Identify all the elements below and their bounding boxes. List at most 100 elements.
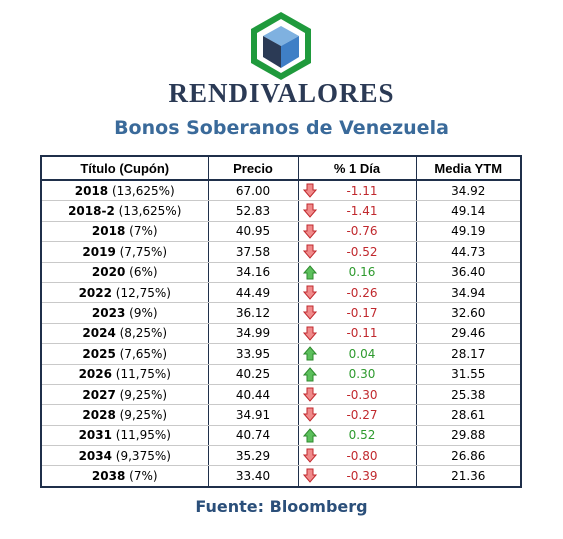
bond-year: 2031 <box>78 428 112 443</box>
daily-change-value: -1.41 <box>346 204 378 219</box>
price-cell: 67.00 <box>208 180 299 202</box>
bond-coupon: (7,65%) <box>119 346 168 361</box>
table-row: 2024 (8,25%) 34.99 -0.11 29.46 <box>41 323 521 345</box>
bond-year: 2018 <box>91 224 126 239</box>
price-cell: 36.12 <box>208 302 299 324</box>
bond-year: 2027 <box>82 387 116 402</box>
bond-title-cell: 2018 (7%) <box>41 221 209 243</box>
bond-title-cell: 2022 (12,75%) <box>41 282 209 304</box>
arrow-down-icon <box>302 183 317 198</box>
daily-change-cell: 0.52 <box>298 425 417 447</box>
price-cell: 33.95 <box>208 343 299 365</box>
bond-coupon: (6%) <box>129 265 158 280</box>
ytm-cell: 25.38 <box>416 384 521 406</box>
table-row: 2028 (9,25%) 34.91 -0.27 28.61 <box>41 404 521 426</box>
price-cell: 35.29 <box>208 445 299 467</box>
table-row: 2025 (7,65%) 33.95 0.04 28.17 <box>41 343 521 365</box>
ytm-cell: 44.73 <box>416 241 521 263</box>
bond-year: 2025 <box>82 346 116 361</box>
arrow-down-icon <box>302 305 317 321</box>
table-header-row: Título (Cupón) Precio % 1 Día Media YTM <box>41 156 521 181</box>
bonds-table: Título (Cupón) Precio % 1 Día Media YTM … <box>40 155 522 488</box>
daily-change-value: 0.52 <box>348 428 376 443</box>
bond-year: 2026 <box>78 367 112 382</box>
bond-title-cell: 2038 (7%) <box>41 465 209 487</box>
price-cell: 37.58 <box>208 241 299 263</box>
price-cell: 52.83 <box>208 200 299 222</box>
price-cell: 40.44 <box>208 384 299 406</box>
daily-change-value: -0.52 <box>346 244 378 259</box>
ytm-cell: 32.60 <box>416 302 521 324</box>
daily-change-value: -1.11 <box>346 183 378 198</box>
bond-title-cell: 2025 (7,65%) <box>41 343 209 365</box>
ytm-cell: 29.88 <box>416 425 521 447</box>
table-row: 2031 (11,95%) 40.74 0.52 29.88 <box>41 425 521 447</box>
bond-title-cell: 2028 (9,25%) <box>41 404 209 426</box>
ytm-cell: 36.40 <box>416 262 521 283</box>
daily-change-cell: -0.26 <box>298 282 417 304</box>
bond-year: 2038 <box>91 469 126 484</box>
daily-change-cell: -0.76 <box>298 221 417 243</box>
table-row: 2019 (7,75%) 37.58 -0.52 44.73 <box>41 241 521 263</box>
daily-change-value: 0.16 <box>348 265 376 280</box>
ytm-cell: 29.46 <box>416 323 521 345</box>
daily-change-cell: -0.39 <box>298 465 417 487</box>
bond-coupon: (12,75%) <box>115 285 171 300</box>
bond-title-cell: 2026 (11,75%) <box>41 364 209 385</box>
bond-coupon: (7%) <box>129 469 158 484</box>
rendivalores-logo-icon <box>248 10 314 82</box>
daily-change-cell: 0.04 <box>298 343 417 365</box>
bond-year: 2034 <box>78 448 112 463</box>
arrow-down-icon <box>302 448 317 463</box>
arrow-up-icon <box>302 366 317 382</box>
bond-year: 2018-2 <box>68 204 115 219</box>
arrow-up-icon <box>302 264 317 280</box>
price-cell: 34.91 <box>208 404 299 426</box>
page-title: Bonos Soberanos de Venezuela <box>114 117 449 139</box>
arrow-up-icon <box>302 427 317 443</box>
price-cell: 40.74 <box>208 425 299 447</box>
bond-year: 2018 <box>74 183 109 198</box>
ytm-cell: 26.86 <box>416 445 521 467</box>
price-cell: 34.99 <box>208 323 299 345</box>
arrow-down-icon <box>302 407 317 423</box>
price-cell: 33.40 <box>208 465 299 487</box>
bond-year: 2019 <box>82 244 116 259</box>
bond-year: 2020 <box>91 265 126 280</box>
bond-year: 2023 <box>91 306 126 321</box>
price-cell: 40.25 <box>208 364 299 385</box>
daily-change-cell: -1.41 <box>298 200 417 222</box>
bond-title-cell: 2031 (11,95%) <box>41 425 209 447</box>
daily-change-value: -0.76 <box>346 224 378 239</box>
arrow-down-icon <box>302 285 317 300</box>
daily-change-cell: -0.52 <box>298 241 417 263</box>
price-cell: 40.95 <box>208 221 299 243</box>
brand-name: RENDIVALORES <box>168 78 395 108</box>
bond-year: 2024 <box>82 326 116 341</box>
price-cell: 44.49 <box>208 282 299 304</box>
bond-title-cell: 2034 (9,375%) <box>41 445 209 467</box>
bond-coupon: (7,75%) <box>119 244 168 259</box>
bond-coupon: (11,75%) <box>115 367 171 382</box>
column-header-precio: Precio <box>208 156 299 181</box>
table-row: 2038 (7%) 33.40 -0.39 21.36 <box>41 465 521 487</box>
bond-coupon: (9,375%) <box>115 448 171 463</box>
bond-coupon: (7%) <box>129 224 158 239</box>
daily-change-value: 0.30 <box>348 367 376 382</box>
table-row: 2022 (12,75%) 44.49 -0.26 34.94 <box>41 282 521 304</box>
daily-change-cell: -0.17 <box>298 302 417 324</box>
bond-coupon: (11,95%) <box>115 428 171 443</box>
daily-change-cell: -1.11 <box>298 180 417 202</box>
table-row: 2026 (11,75%) 40.25 0.30 31.55 <box>41 364 521 385</box>
price-cell: 34.16 <box>208 262 299 283</box>
daily-change-value: -0.26 <box>346 285 378 300</box>
daily-change-value: -0.11 <box>346 326 378 341</box>
bond-coupon: (9%) <box>129 306 158 321</box>
bond-title-cell: 2023 (9%) <box>41 302 209 324</box>
column-header-dia: % 1 Día <box>298 156 417 181</box>
arrow-down-icon <box>302 203 317 219</box>
arrow-up-icon <box>302 346 317 361</box>
daily-change-value: 0.04 <box>348 346 376 361</box>
bond-title-cell: 2018 (13,625%) <box>41 180 209 202</box>
bond-year: 2022 <box>78 285 112 300</box>
